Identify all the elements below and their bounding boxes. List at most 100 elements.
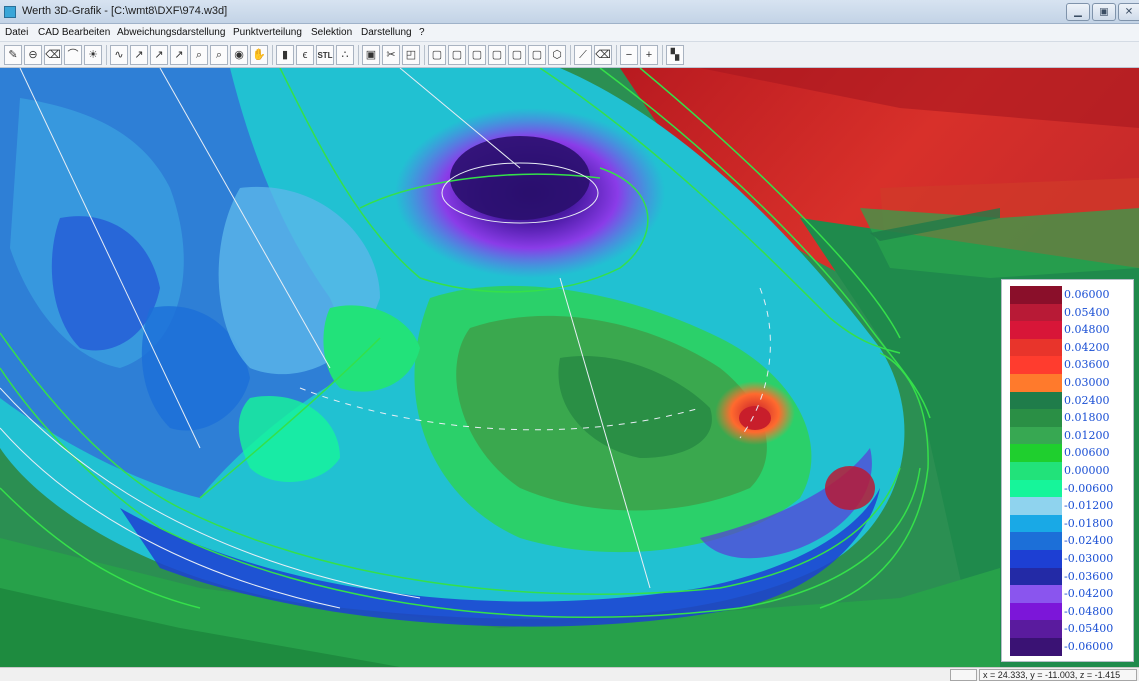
axis-y-button[interactable]: ↗ — [150, 45, 168, 65]
sun-button[interactable]: ☀ — [84, 45, 102, 65]
axis-z-button[interactable]: ↗ — [170, 45, 188, 65]
toolbar-separator — [106, 45, 107, 65]
legend-value: -0.04200 — [1064, 587, 1114, 601]
erase-selection-button[interactable]: ⌫ — [594, 45, 612, 65]
view-bottom-icon: ▢ — [531, 49, 543, 61]
legend-value: -0.03000 — [1064, 552, 1114, 565]
cut-icon: ✂ — [386, 49, 396, 61]
fit-curve-button[interactable]: ∿ — [110, 45, 128, 65]
view-front-icon: ▢ — [431, 49, 443, 61]
deviation-button[interactable]: ▣ — [362, 45, 380, 65]
cut-button[interactable]: ✂ — [382, 45, 400, 65]
eye-icon: ◉ — [234, 49, 244, 61]
arc-icon: ⌒ — [67, 49, 79, 61]
view-left-button[interactable]: ▢ — [468, 45, 486, 65]
points-button[interactable]: ∴ — [336, 45, 354, 65]
legend-swatch — [1010, 620, 1062, 639]
eraser-icon: ⌫ — [45, 49, 61, 61]
stl-button[interactable]: STL — [316, 45, 334, 65]
view-front-button[interactable]: ▢ — [428, 45, 446, 65]
view-iso-button[interactable]: ⬡ — [548, 45, 566, 65]
close-icon: ✕ — [1124, 6, 1134, 18]
toolbar-separator — [424, 45, 425, 65]
surface-icon: ◰ — [405, 49, 417, 61]
eye-button[interactable]: ◉ — [230, 45, 248, 65]
legend-swatch — [1010, 567, 1062, 586]
view-right-button[interactable]: ▢ — [488, 45, 506, 65]
legend-swatch — [1010, 638, 1062, 657]
view-top-button[interactable]: ▢ — [508, 45, 526, 65]
legend-value: 0.01800 — [1064, 411, 1110, 425]
legend-swatch — [1010, 391, 1062, 410]
legend-swatch — [1010, 303, 1062, 322]
menu-bar: Datei CAD Bearbeiten Abweichungsdarstell… — [0, 24, 1139, 42]
legend-value: -0.05400 — [1064, 622, 1114, 636]
legend-swatch — [1010, 479, 1062, 498]
hand-icon: ✋ — [252, 49, 266, 61]
plus-button[interactable]: + — [640, 45, 658, 65]
legend-value: 0.00000 — [1064, 464, 1110, 477]
legend-swatch — [1010, 550, 1062, 569]
legend-swatch — [1010, 374, 1062, 393]
section-button[interactable]: ϵ — [296, 45, 314, 65]
view-back-icon: ▢ — [451, 49, 463, 61]
legend-value: 0.02400 — [1064, 393, 1110, 407]
cad-contour-lines — [0, 68, 931, 619]
menu-darstellung[interactable]: Darstellung — [361, 27, 412, 38]
view-back-button[interactable]: ▢ — [448, 45, 466, 65]
close-button[interactable]: ✕ — [1118, 3, 1139, 21]
cylinder-icon: ⊖ — [28, 49, 38, 61]
cylinder-gray-icon: ▮ — [281, 49, 289, 61]
menu-selektion[interactable]: Selektion — [311, 27, 353, 38]
hand-button[interactable]: ✋ — [250, 45, 268, 65]
legend-swatch — [1010, 356, 1062, 375]
arc-button[interactable]: ⌒ — [64, 45, 82, 65]
zoom-out-button[interactable]: ⌕ — [210, 45, 228, 65]
toolbar-separator — [358, 45, 359, 65]
color-scale-button[interactable]: ▚ — [666, 45, 684, 65]
cylinder-gray-button[interactable]: ▮ — [276, 45, 294, 65]
eraser-button[interactable]: ⌫ — [44, 45, 62, 65]
view-top-icon: ▢ — [511, 49, 523, 61]
minus-button[interactable]: − — [620, 45, 638, 65]
legend-swatch — [1010, 286, 1062, 305]
legend-swatch — [1010, 426, 1062, 445]
view-iso-icon: ⬡ — [552, 49, 562, 61]
menu-punktverteilung[interactable]: Punktverteilung — [233, 27, 302, 38]
select-button[interactable]: ⟋ — [574, 45, 592, 65]
legend-swatch — [1010, 409, 1062, 428]
view-bottom-button[interactable]: ▢ — [528, 45, 546, 65]
3d-viewport[interactable] — [0, 68, 1139, 667]
menu-abweichungsdarstellung[interactable]: Abweichungsdarstellung — [117, 27, 226, 38]
legend-value: -0.06000 — [1064, 640, 1114, 653]
legend-swatch — [1010, 497, 1062, 516]
status-pane — [950, 669, 977, 681]
minimize-button[interactable]: ▁ — [1066, 3, 1090, 21]
cylinder-button[interactable]: ⊖ — [24, 45, 42, 65]
construction-lines — [0, 68, 771, 609]
zoom-out-icon: ⌕ — [215, 49, 223, 61]
legend-value: 0.03000 — [1064, 376, 1110, 389]
cursor-coordinates: x = 24.333, y = -11.003, z = -1.415 — [979, 669, 1137, 681]
axis-x-button[interactable]: ↗ — [130, 45, 148, 65]
maximize-button[interactable]: ▣ — [1092, 3, 1116, 21]
legend-value: -0.01200 — [1064, 499, 1114, 513]
menu-cad-bearbeiten[interactable]: CAD Bearbeiten — [38, 27, 111, 38]
toolbar-separator — [272, 45, 273, 65]
minimize-icon: ▁ — [1074, 6, 1082, 18]
view-right-icon: ▢ — [491, 49, 503, 61]
legend-swatch — [1010, 602, 1062, 621]
pencil-button[interactable]: ✎ — [4, 45, 22, 65]
legend-value: 0.04200 — [1064, 340, 1110, 354]
pencil-icon: ✎ — [8, 49, 18, 61]
surface-button[interactable]: ◰ — [402, 45, 420, 65]
zoom-in-button[interactable]: ⌕ — [190, 45, 208, 65]
legend-value: 0.04800 — [1064, 323, 1110, 337]
erase-selection-icon: ⌫ — [595, 49, 611, 61]
menu-datei[interactable]: Datei — [5, 27, 29, 38]
view-left-icon: ▢ — [471, 49, 483, 61]
title-bar[interactable]: Werth 3D-Grafik - [C:\wmt8\DXF\974.w3d] … — [0, 0, 1139, 24]
menu-help[interactable]: ? — [419, 27, 425, 38]
deviation-color-map[interactable] — [0, 68, 1139, 667]
section-icon: ϵ — [302, 49, 308, 61]
